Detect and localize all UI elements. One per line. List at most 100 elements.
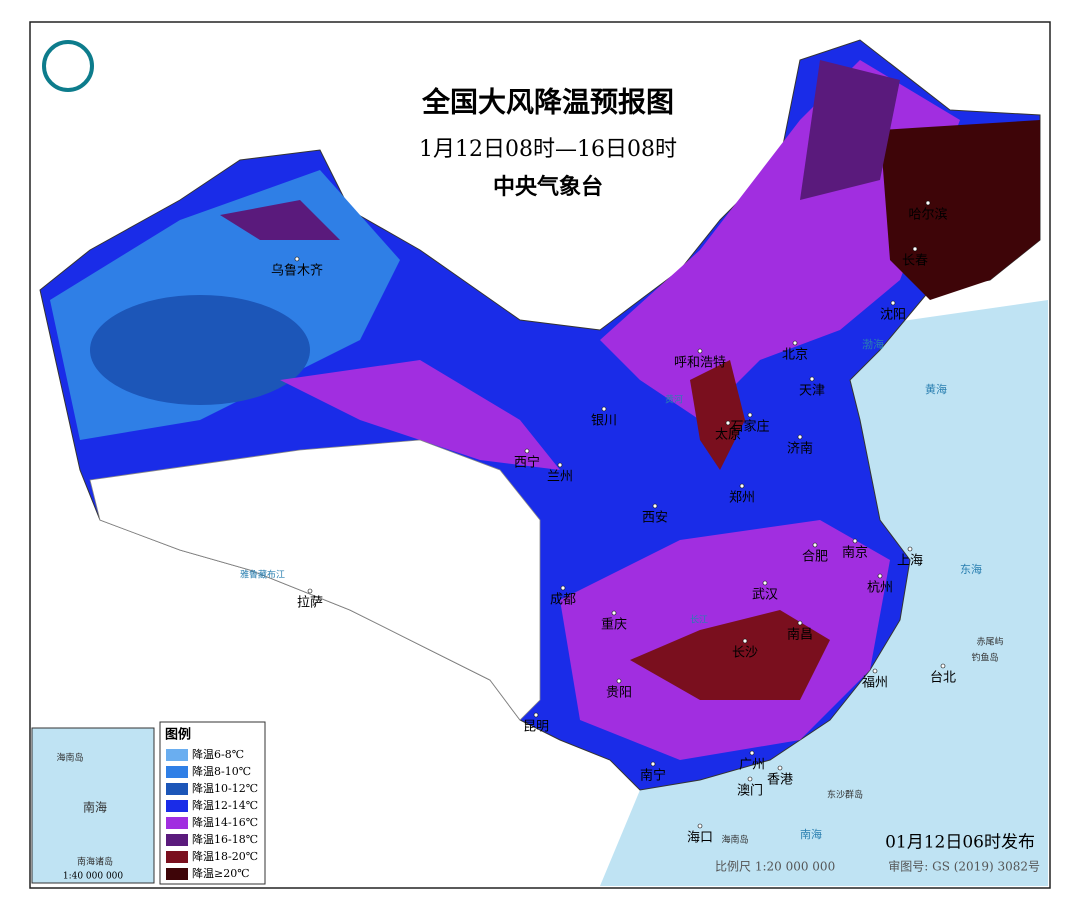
ocean	[600, 300, 1048, 886]
city-dot	[872, 668, 878, 674]
city-dot	[747, 412, 753, 418]
city-dot	[747, 776, 753, 782]
legend-swatch	[166, 800, 188, 812]
inset-label: 海南岛	[56, 752, 83, 764]
city-dot	[797, 434, 803, 440]
river-label: 长江	[690, 614, 708, 626]
issuer: 中央气象台	[493, 174, 603, 200]
city-dot	[650, 761, 656, 767]
city-dot	[777, 765, 783, 771]
city-dot	[749, 750, 755, 756]
legend-label: 降温14-16℃	[192, 815, 258, 829]
city-dot	[294, 256, 300, 262]
legend-swatch	[166, 766, 188, 778]
city-label: 香港	[767, 773, 793, 788]
city-label: 乌鲁木齐	[271, 263, 323, 279]
city-label: 南宁	[640, 768, 666, 784]
sea-label: 南海	[800, 827, 822, 841]
city-dot	[877, 573, 883, 579]
city-dot	[739, 483, 745, 489]
review-number: 审图号: GS (2019) 3082号	[888, 859, 1040, 874]
region-maroon-ne	[880, 120, 1040, 300]
city-dot	[742, 638, 748, 644]
city-dot	[307, 588, 313, 594]
city-label: 沈阳	[880, 308, 906, 323]
city-label: 南昌	[787, 627, 813, 643]
city-dot	[797, 620, 803, 626]
legend-swatch	[166, 749, 188, 761]
logo	[42, 40, 94, 92]
city-label: 长沙	[732, 646, 758, 661]
legend-label: 降温≥20℃	[192, 866, 250, 880]
legend-label: 降温18-20℃	[192, 849, 258, 863]
city-label: 广州	[739, 758, 765, 773]
island-label: 东沙群岛	[827, 789, 863, 801]
inset-label: 南海	[83, 800, 107, 815]
island-label: 赤尾屿	[976, 637, 1003, 648]
city-label: 西安	[642, 511, 668, 526]
river-label: 黄河	[665, 394, 683, 406]
city-label: 济南	[787, 441, 813, 457]
city-label: 银川	[591, 414, 617, 429]
city-dot	[809, 376, 815, 382]
city-dot	[912, 246, 918, 252]
city-dot	[940, 663, 946, 669]
city-dot	[792, 340, 798, 346]
legend-label: 降温10-12℃	[192, 781, 258, 795]
city-label: 重庆	[601, 617, 627, 633]
legend-label: 降温12-14℃	[192, 798, 258, 812]
region-dark-blue	[90, 295, 310, 405]
region-violet-ne	[800, 60, 900, 200]
city-dot	[557, 462, 563, 468]
city-dot	[533, 712, 539, 718]
city-dot	[524, 448, 530, 454]
region-maroon-c	[690, 360, 745, 470]
city-label: 拉萨	[297, 596, 323, 611]
city-label: 成都	[550, 593, 576, 608]
city-dot	[697, 823, 703, 829]
legend-label: 降温8-10℃	[192, 764, 251, 778]
river-label: 雅鲁藏布江	[240, 569, 285, 581]
city-label: 石家庄	[730, 419, 769, 435]
issued-time: 01月12日06时发布	[885, 833, 1035, 853]
city-dot	[907, 546, 913, 552]
legend-label: 降温6-8℃	[192, 747, 244, 761]
city-label: 天津	[799, 384, 825, 399]
sea-label: 东海	[960, 562, 982, 576]
island-label: 海南岛	[721, 834, 748, 846]
region-maroon-s	[630, 610, 830, 700]
city-dot	[652, 503, 658, 509]
title: 全国大风降温预报图	[421, 86, 674, 119]
city-label: 长春	[902, 254, 928, 269]
city-label: 澳门	[737, 783, 763, 799]
city-dot	[925, 200, 931, 206]
island-label: 钓鱼岛	[971, 652, 998, 664]
city-label: 武汉	[752, 588, 778, 603]
scale: 比例尺 1:20 000 000	[715, 860, 835, 874]
region-violet-w	[220, 200, 340, 240]
city-dot	[852, 538, 858, 544]
legend-swatch	[166, 834, 188, 846]
city-dot	[725, 420, 731, 426]
city-label: 贵阳	[606, 686, 632, 701]
city-label: 合肥	[802, 550, 828, 565]
city-label: 郑州	[729, 491, 755, 506]
sea-label: 渤海	[862, 337, 884, 351]
city-dot	[611, 610, 617, 616]
city-label: 海口	[687, 831, 713, 846]
city-label: 哈尔滨	[908, 207, 947, 223]
city-label: 福州	[862, 676, 888, 691]
city-label: 杭州	[867, 581, 893, 596]
tibet-plateau	[89, 439, 541, 721]
sea-label: 黄海	[925, 382, 947, 396]
legend-swatch	[166, 817, 188, 829]
city-dot	[616, 678, 622, 684]
legend-label: 降温16-18℃	[192, 832, 258, 846]
legend-title: 图例	[165, 727, 191, 743]
legend-swatch	[166, 851, 188, 863]
inset-scale: 1:40 000 000	[63, 872, 124, 882]
city-dot	[560, 585, 566, 591]
city-label: 呼和浩特	[674, 356, 726, 371]
region-purple-w	[280, 360, 560, 470]
city-label: 南京	[842, 545, 868, 561]
